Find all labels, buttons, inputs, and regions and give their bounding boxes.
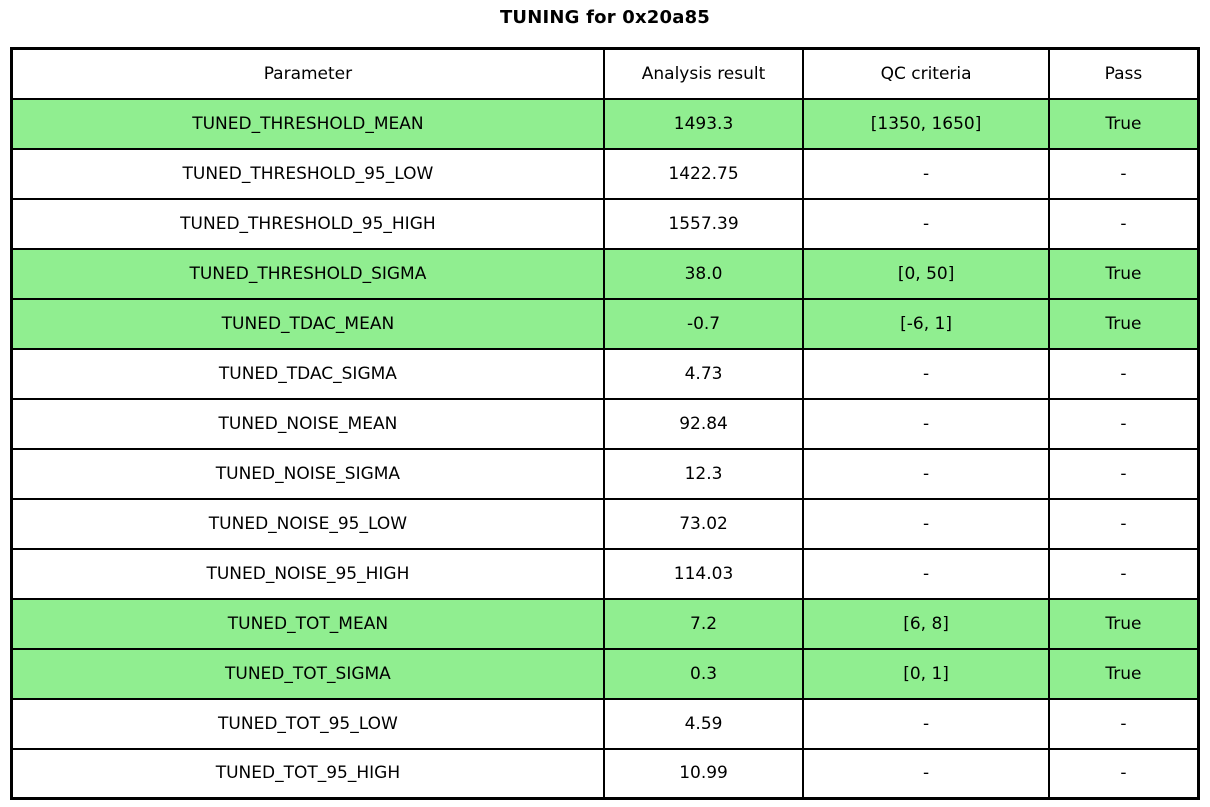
column-header-pass: Pass [1047, 47, 1200, 100]
table-row: TUNED_NOISE_95_HIGH 114.03- - [10, 547, 1200, 600]
cell-analysis-result: 4.59 [602, 697, 805, 750]
table-row: TUNED_TDAC_MEAN -0.7 [-6, 1] True [10, 297, 1200, 350]
cell-pass: - [1047, 397, 1200, 450]
cell-analysis-result: 7.2 [602, 597, 805, 650]
chart-title: TUNING for 0x20a85 [499, 7, 711, 28]
table-row: TUNED_NOISE_SIGMA 12.3- - [10, 447, 1200, 500]
cell-parameter: TUNED_TOT_95_LOW [10, 697, 605, 750]
table-row: TUNED_THRESHOLD_95_LOW 1422.75- - [10, 147, 1200, 200]
cell-pass: - [1047, 447, 1200, 500]
cell-qc-criteria: [-6, 1] [802, 297, 1050, 350]
cell-pass: True [1047, 597, 1200, 650]
cell-qc-criteria: [1350, 1650] [802, 97, 1050, 150]
cell-parameter: TUNED_TOT_95_HIGH [10, 747, 605, 800]
cell-parameter: TUNED_NOISE_SIGMA [10, 447, 605, 500]
cell-parameter: TUNED_NOISE_MEAN [10, 397, 605, 450]
cell-pass: - [1047, 497, 1200, 550]
cell-pass: - [1047, 347, 1200, 400]
cell-analysis-result: 1422.75 [602, 147, 805, 200]
cell-analysis-result: 10.99 [602, 747, 805, 800]
table-row: TUNED_NOISE_95_LOW 73.02- - [10, 497, 1200, 550]
cell-pass: True [1047, 647, 1200, 700]
cell-qc-criteria: - [802, 147, 1050, 200]
cell-parameter: TUNED_NOISE_95_LOW [10, 497, 605, 550]
cell-parameter: TUNED_TDAC_MEAN [10, 297, 605, 350]
cell-parameter: TUNED_THRESHOLD_95_HIGH [10, 197, 605, 250]
table-header: Parameter Analysis result QC criteria Pa… [10, 47, 1200, 100]
cell-qc-criteria: - [802, 347, 1050, 400]
cell-qc-criteria: - [802, 547, 1050, 600]
cell-analysis-result: 73.02 [602, 497, 805, 550]
cell-parameter: TUNED_THRESHOLD_SIGMA [10, 247, 605, 300]
cell-analysis-result: 12.3 [602, 447, 805, 500]
cell-qc-criteria: - [802, 497, 1050, 550]
cell-parameter: TUNED_NOISE_95_HIGH [10, 547, 605, 600]
cell-analysis-result: 4.73 [602, 347, 805, 400]
table-row: TUNED_NOISE_MEAN 92.84- - [10, 397, 1200, 450]
table-row: TUNED_TOT_95_LOW 4.59- - [10, 697, 1200, 750]
header-row: Parameter Analysis result QC criteria Pa… [10, 47, 1200, 100]
table-row: TUNED_THRESHOLD_MEAN 1493.3 [1350, 1650] Tr… [10, 97, 1200, 150]
table-row: TUNED_TOT_SIGMA 0.3 [0, 1] True [10, 647, 1200, 700]
cell-parameter: TUNED_TDAC_SIGMA [10, 347, 605, 400]
table-row: TUNED_TDAC_SIGMA 4.73- - [10, 347, 1200, 400]
column-header-parameter: Parameter [10, 47, 605, 100]
cell-analysis-result: 1557.39 [602, 197, 805, 250]
cell-qc-criteria: [0, 1] [802, 647, 1050, 700]
tuning-qc-table: Parameter Analysis result QC criteria Pa… [10, 47, 1200, 800]
table-row: TUNED_TOT_95_HIGH 10.99- - [10, 747, 1200, 800]
cell-parameter: TUNED_TOT_MEAN [10, 597, 605, 650]
cell-pass: - [1047, 547, 1200, 600]
cell-qc-criteria: - [802, 697, 1050, 750]
cell-parameter: TUNED_THRESHOLD_95_LOW [10, 147, 605, 200]
cell-qc-criteria: - [802, 747, 1050, 800]
cell-analysis-result: -0.7 [602, 297, 805, 350]
cell-analysis-result: 92.84 [602, 397, 805, 450]
cell-pass: - [1047, 747, 1200, 800]
cell-pass: - [1047, 147, 1200, 200]
cell-qc-criteria: - [802, 397, 1050, 450]
cell-analysis-result: 114.03 [602, 547, 805, 600]
cell-qc-criteria: [0, 50] [802, 247, 1050, 300]
cell-pass: True [1047, 247, 1200, 300]
table-row: TUNED_THRESHOLD_95_HIGH 1557.39- - [10, 197, 1200, 250]
cell-pass: - [1047, 197, 1200, 250]
cell-analysis-result: 38.0 [602, 247, 805, 300]
table-row: TUNED_TOT_MEAN 7.2 [6, 8] True [10, 597, 1200, 650]
cell-parameter: TUNED_TOT_SIGMA [10, 647, 605, 700]
column-header-analysis-result: Analysis result [602, 47, 805, 100]
cell-analysis-result: 1493.3 [602, 97, 805, 150]
cell-qc-criteria: - [802, 197, 1050, 250]
cell-qc-criteria: [6, 8] [802, 597, 1050, 650]
cell-pass: True [1047, 297, 1200, 350]
table-body: TUNED_THRESHOLD_MEAN 1493.3 [1350, 1650] Tr… [10, 97, 1200, 800]
cell-parameter: TUNED_THRESHOLD_MEAN [10, 97, 605, 150]
cell-pass: True [1047, 97, 1200, 150]
column-header-qc-criteria: QC criteria [802, 47, 1050, 100]
table-row: TUNED_THRESHOLD_SIGMA 38.0 [0, 50] True [10, 247, 1200, 300]
cell-qc-criteria: - [802, 447, 1050, 500]
cell-analysis-result: 0.3 [602, 647, 805, 700]
cell-pass: - [1047, 697, 1200, 750]
